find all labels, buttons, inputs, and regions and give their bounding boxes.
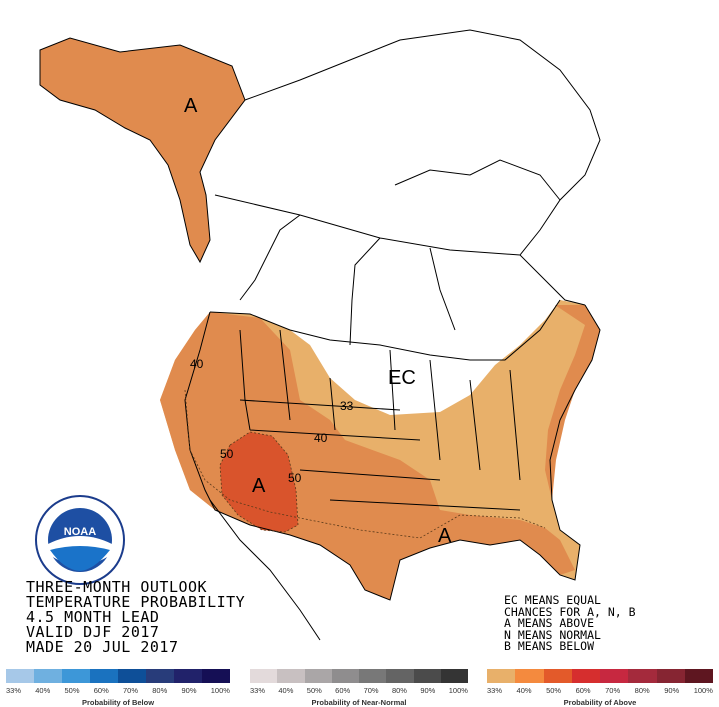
- boundaries: [39, 29, 601, 641]
- below-swatch: [118, 669, 146, 683]
- below-tick: 33%: [6, 686, 22, 695]
- above-swatch: [656, 669, 685, 683]
- near-normal-swatch: [386, 669, 414, 683]
- near-normal-swatch: [413, 669, 441, 683]
- near-normal-swatch: [440, 669, 468, 683]
- below-swatch: [202, 669, 230, 683]
- southwest-above-label: A: [252, 475, 266, 497]
- above-tick: 33%: [487, 686, 503, 695]
- below-tick: 40%: [35, 686, 51, 695]
- below-tick: 50%: [64, 686, 80, 695]
- title-line-3: 4.5 MONTH LEAD: [26, 608, 160, 626]
- near-normal-swatch: [250, 669, 278, 683]
- legend-line-2: CHANCES FOR A, N, B: [504, 604, 636, 619]
- near-normal-tick: 90%: [420, 686, 436, 695]
- below-swatch: [34, 669, 62, 683]
- title-line-1: THREE-MONTH OUTLOOK: [26, 578, 208, 596]
- title-line-4: VALID DJF 2017: [26, 623, 160, 641]
- above-swatch: [487, 669, 516, 683]
- below-swatch: [90, 669, 118, 683]
- near-normal-tick: 50%: [306, 686, 322, 695]
- below-scale-caption: Probability of Below: [81, 698, 155, 707]
- below-swatch: [6, 669, 34, 683]
- below-tick: 100%: [210, 686, 230, 695]
- outlook-title-block: THREE-MONTH OUTLOOK TEMPERATURE PROBABIL…: [26, 580, 245, 655]
- above-tick: 40%: [516, 686, 532, 695]
- above-scale-caption: Probability of Above: [563, 698, 637, 707]
- contour-40-co-label: 40: [314, 431, 328, 445]
- above-tick: 100%: [693, 686, 713, 695]
- above-tick: 90%: [664, 686, 680, 695]
- above-tick: 70%: [605, 686, 621, 695]
- above-swatch: [628, 669, 657, 683]
- below-swatch: [174, 669, 202, 683]
- near-normal-tick: 70%: [363, 686, 379, 695]
- near-normal-scale: 33% 40% 50% 60% 70% 80% 90% 100% Probability…: [250, 669, 468, 707]
- near-normal-tick: 40%: [278, 686, 294, 695]
- near-normal-tick: 80%: [391, 686, 407, 695]
- near-normal-swatch: [359, 669, 387, 683]
- ec-label: EC: [388, 367, 416, 389]
- noaa-logo-text: NOAA: [64, 526, 96, 538]
- alaska-above-region: [40, 38, 245, 262]
- contour-33-label: 33: [340, 399, 354, 413]
- below-tick: 70%: [123, 686, 139, 695]
- title-line-5: MADE 20 JUL 2017: [26, 638, 179, 656]
- below-swatch: [62, 669, 90, 683]
- near-normal-swatch: [277, 669, 305, 683]
- legend-line-1: EC MEANS EQUAL: [504, 593, 601, 607]
- below-tick: 90%: [181, 686, 197, 695]
- southwest-above-50-region: [220, 432, 298, 532]
- contours: [184, 389, 546, 539]
- below-scale: 33% 40% 50% 60% 70% 80% 90% 100% Probability…: [6, 669, 230, 707]
- above-swatch: [543, 669, 572, 683]
- us-above-40-east-region: [545, 305, 600, 500]
- contour-50-w-label: 50: [220, 447, 234, 461]
- above-swatch: [571, 669, 600, 683]
- noaa-logo: NOAA: [35, 495, 125, 585]
- near-normal-swatch: [304, 669, 332, 683]
- near-normal-tick: 60%: [335, 686, 351, 695]
- legend-line-4: N MEANS NORMAL: [504, 627, 601, 642]
- near-normal-scale-caption: Probability of Near-Normal: [311, 698, 407, 707]
- above-scale: 33% 40% 50% 60% 70% 80% 90% 100% Probability…: [487, 669, 713, 707]
- below-tick: 80%: [152, 686, 168, 695]
- near-normal-swatch: [331, 669, 359, 683]
- legend-line-5: B MEANS BELOW: [504, 639, 595, 653]
- title-line-2: TEMPERATURE PROBABILITY: [26, 593, 246, 611]
- above-tick: 50%: [546, 686, 562, 695]
- gulf-above-label: A: [438, 525, 452, 547]
- below-tick: 60%: [93, 686, 109, 695]
- below-swatch: [146, 669, 174, 683]
- near-normal-tick: 100%: [448, 686, 468, 695]
- above-tick: 60%: [575, 686, 591, 695]
- below-scale-bar: [6, 669, 230, 683]
- above-swatch: [515, 669, 544, 683]
- legend-line-3: A MEANS ABOVE: [504, 616, 595, 630]
- contour-50-e-label: 50: [288, 471, 302, 485]
- key-legend: EC MEANS EQUAL CHANCES FOR A, N, B A MEA…: [504, 593, 636, 653]
- outlook-map: A A A EC 33 40 40 50 50: [39, 29, 601, 641]
- near-normal-tick: 33%: [250, 686, 266, 695]
- above-swatch: [600, 669, 629, 683]
- above-swatch: [684, 669, 713, 683]
- above-scale-bar: [487, 669, 713, 683]
- near-normal-scale-bar: [250, 669, 468, 683]
- above-tick: 80%: [634, 686, 650, 695]
- alaska-above-label: A: [184, 95, 198, 117]
- contour-40-west-label: 40: [190, 357, 204, 371]
